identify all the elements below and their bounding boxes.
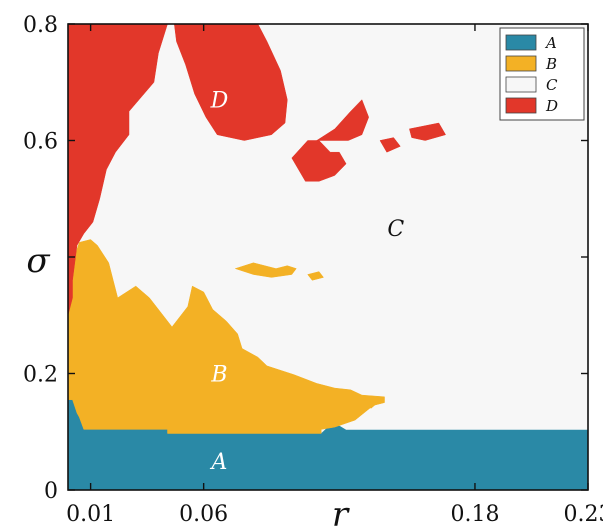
x-axis-label: r [332,495,350,531]
x-tick-label-0: 0.01 [66,502,115,527]
legend-label-a: A [544,34,557,52]
region-d-area-5 [315,99,369,141]
region-b-area-10 [361,399,379,409]
legend-swatch-d [505,97,537,114]
legend-label-c: C [546,76,558,94]
x-tick-label-1: 0.06 [179,502,228,527]
region-d-area-7 [409,122,446,141]
region-b-area-1 [68,239,385,434]
region-label-b: B [210,363,227,388]
x-axis-ticks: 0.01 0.06 0.18 0.23 [66,24,603,527]
phase-regions [68,24,588,490]
region-d-area-4 [291,140,347,182]
x-tick-label-3: 0.23 [564,502,603,527]
y-tick-label-3: 0.6 [23,130,58,155]
legend-swatch-c [505,76,537,93]
y-tick-label-4: 0.8 [23,13,58,38]
y-tick-label-1: 0.2 [23,363,58,388]
x-tick-label-2: 0.18 [450,502,499,527]
y-axis-label: σ [26,241,50,281]
region-labels: A B C D [210,89,405,475]
y-tick-label-0: 0 [44,479,58,504]
y-axis-ticks: 0 0.2 0.6 0.8 [23,13,588,504]
region-label-d: D [210,89,229,114]
region-label-a: A [210,450,228,475]
region-b-area-9 [307,271,324,281]
legend-label-b: B [545,55,557,73]
region-d-area-6 [379,137,401,153]
region-d-area-2 [68,24,168,316]
legend-swatch-b [505,55,537,72]
region-label-c: C [387,217,404,242]
region-b-area-8 [234,262,297,278]
region-d-area-3 [174,24,288,141]
legend-label-d: D [545,97,558,115]
legend-swatch-a [505,34,537,51]
